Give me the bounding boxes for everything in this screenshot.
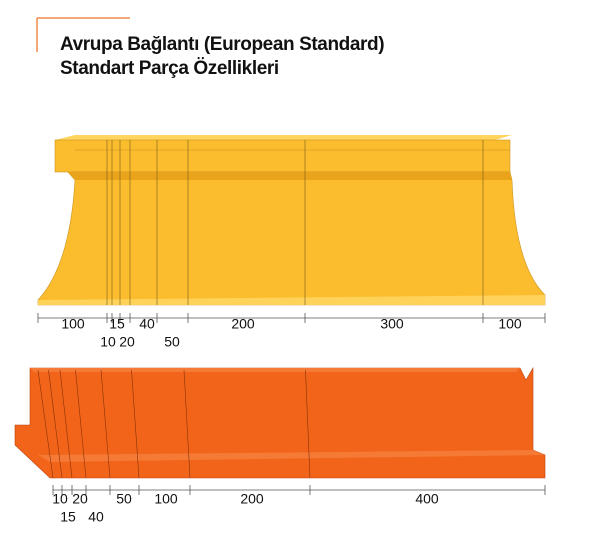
segment-label: 400 (415, 491, 439, 507)
top-face (30, 368, 520, 372)
segment-label: 50 (164, 334, 180, 350)
segment-line (59, 369, 73, 479)
top-face (55, 135, 512, 140)
segment-label: 200 (240, 491, 264, 507)
title: Avrupa Bağlantı (European Standard) (60, 34, 384, 55)
subtitle: Standart Parça Özellikleri (60, 58, 279, 79)
tang (54, 139, 511, 173)
segment-label: 10 (52, 491, 68, 507)
segment-label: 50 (116, 491, 132, 507)
bottom-face (38, 295, 545, 305)
segment-label: 40 (88, 509, 104, 525)
segment-label: 100 (154, 491, 178, 507)
segment-line (305, 369, 311, 479)
segment-line (48, 369, 63, 479)
ledge (38, 450, 545, 462)
segment-label: 10 (100, 334, 116, 350)
body (14, 366, 546, 479)
groove (68, 172, 512, 180)
segment-label: 20 (72, 491, 88, 507)
segment-label: 15 (109, 316, 125, 332)
segment-label: 300 (380, 316, 404, 332)
segment-label: 15 (60, 509, 76, 525)
segment-line (75, 369, 87, 479)
segment-line (131, 369, 140, 479)
segment-label: 100 (498, 316, 522, 332)
yellow-tool (37, 135, 546, 306)
body (37, 171, 546, 306)
segment-line (183, 369, 191, 479)
segment-label: 200 (231, 316, 255, 332)
segment-line (37, 369, 54, 479)
segment-label: 20 (119, 334, 135, 350)
segment-label: 40 (139, 316, 155, 332)
segment-label: 100 (61, 316, 85, 332)
segment-line (100, 369, 111, 479)
orange-tool (14, 366, 546, 479)
